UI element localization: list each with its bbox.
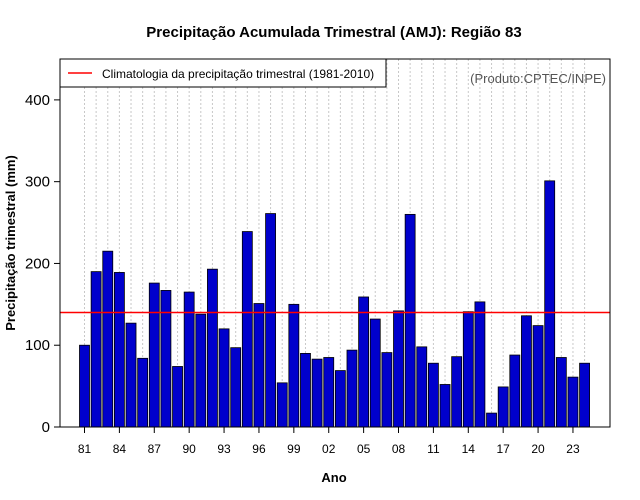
x-tick-label: 87 (148, 442, 162, 456)
bar (125, 322, 137, 428)
bar (404, 213, 416, 428)
chart-title: Precipitação Acumulada Trimestral (AMJ):… (146, 24, 521, 41)
bar (416, 346, 428, 428)
credit-text: (Produto:CPTEC/INPE) (470, 71, 606, 86)
y-tick-label: 200 (25, 255, 50, 272)
bar (137, 357, 149, 428)
x-tick-label: 11 (427, 442, 440, 456)
bar (521, 315, 532, 428)
bars-group (79, 180, 590, 428)
bar (311, 358, 323, 428)
bar (532, 325, 544, 428)
bar (567, 376, 579, 428)
bar (486, 412, 497, 428)
x-tick-label: 14 (462, 442, 476, 456)
bar (253, 303, 265, 428)
bar (381, 352, 393, 428)
y-axis: 0 100 200 300 400 (25, 92, 61, 436)
bar (102, 250, 114, 428)
bar (369, 318, 381, 428)
x-tick-label: 99 (287, 442, 301, 456)
y-axis-label: Precipitação trimestral (mm) (3, 155, 18, 331)
bar (300, 352, 311, 428)
bar (334, 370, 346, 428)
bar (79, 344, 90, 428)
bar (195, 313, 207, 428)
x-axis: 81 84 87 90 93 96 99 02 05 08 11 14 17 20 23 (78, 427, 580, 456)
bar (230, 347, 242, 428)
bar (579, 362, 590, 428)
x-tick-label: 84 (113, 442, 127, 456)
bar (497, 386, 509, 428)
bar (288, 303, 300, 428)
bar (207, 268, 218, 428)
x-tick-label: 08 (392, 442, 406, 456)
x-tick-label: 20 (531, 442, 545, 456)
bar (509, 354, 521, 428)
x-tick-label: 93 (217, 442, 231, 456)
legend: Climatologia da precipitação trimestral … (59, 58, 387, 88)
bar (555, 357, 567, 428)
bar (439, 384, 451, 428)
x-tick-label: 81 (78, 442, 92, 456)
bar (218, 328, 230, 428)
bar (113, 272, 125, 428)
bar (276, 382, 288, 428)
y-tick-label: 0 (42, 419, 50, 436)
bar (474, 301, 486, 428)
bar (323, 357, 335, 428)
bar (172, 366, 183, 428)
y-tick-label: 300 (25, 174, 50, 191)
bar (148, 282, 160, 428)
bar (265, 213, 276, 428)
x-tick-label: 17 (497, 442, 511, 456)
bar (544, 180, 556, 428)
bar (358, 296, 370, 428)
x-tick-label: 90 (182, 442, 196, 456)
x-tick-label: 23 (566, 442, 580, 456)
bar (90, 271, 102, 428)
bar (462, 311, 474, 428)
x-tick-label: 02 (322, 442, 336, 456)
bar (393, 310, 404, 428)
x-tick-label: 96 (252, 442, 266, 456)
y-tick-label: 100 (25, 337, 50, 354)
x-axis-label: Ano (321, 470, 346, 485)
legend-box (59, 58, 387, 88)
y-tick-label: 400 (25, 92, 50, 109)
bar (346, 349, 358, 428)
bar (427, 362, 439, 428)
bar (160, 290, 172, 428)
bar (451, 356, 463, 428)
x-tick-label: 05 (357, 442, 371, 456)
legend-entry-label: Climatologia da precipitação trimestral … (102, 67, 374, 81)
bar (241, 231, 253, 428)
